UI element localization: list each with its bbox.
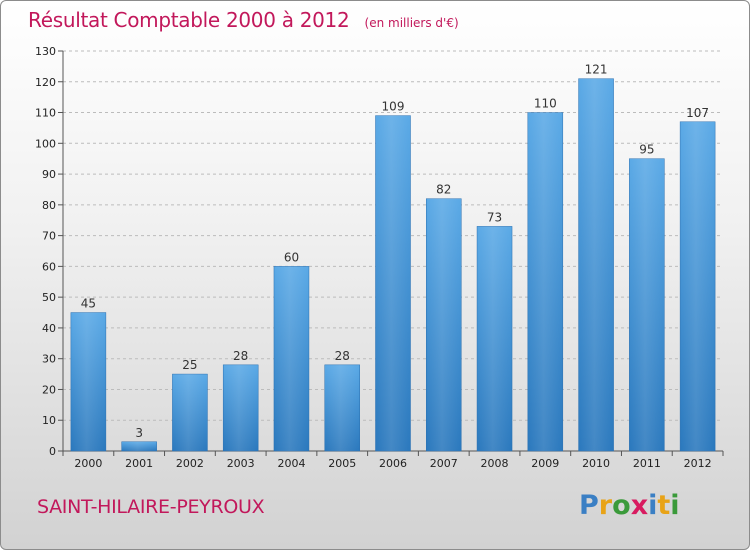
bar-highlight <box>223 364 259 451</box>
y-tick-label: 130 <box>35 45 56 58</box>
bar-highlight <box>578 78 614 451</box>
value-label: 28 <box>335 349 350 363</box>
y-tick-label: 20 <box>42 383 56 396</box>
logo-letter: P <box>579 490 599 521</box>
y-tick-label: 120 <box>35 76 56 89</box>
bar-highlight <box>527 112 563 452</box>
logo-letter: r <box>598 490 613 521</box>
x-tick-label: 2002 <box>176 457 204 470</box>
value-label: 45 <box>81 297 96 311</box>
logo-letter: t <box>657 490 671 521</box>
x-tick-label: 2010 <box>582 457 610 470</box>
value-label: 121 <box>585 63 608 77</box>
value-label: 25 <box>182 358 197 372</box>
bar-highlight <box>324 364 360 451</box>
logo-letter: x <box>630 490 649 521</box>
x-tick-label: 2011 <box>633 457 661 470</box>
bar-highlight <box>172 374 208 451</box>
value-label: 82 <box>436 183 451 197</box>
value-label: 109 <box>382 100 405 114</box>
x-tick-label: 2008 <box>481 457 509 470</box>
bar-highlight <box>375 115 411 451</box>
x-tick-label: 2003 <box>227 457 255 470</box>
x-tick-label: 2006 <box>379 457 407 470</box>
y-tick-label: 40 <box>42 322 56 335</box>
value-label: 95 <box>639 143 654 157</box>
y-tick-label: 60 <box>42 260 56 273</box>
y-tick-label: 70 <box>42 230 56 243</box>
y-tick-label: 0 <box>49 445 56 458</box>
labels: 0 10 20 30 40 50 60 70 80 90 100 110 120 130 45 2000 3 20… <box>35 45 712 470</box>
bar-highlight <box>70 312 106 451</box>
x-tick-label: 2007 <box>430 457 458 470</box>
logo-letter: i <box>648 490 658 521</box>
bars <box>70 78 716 452</box>
logo-letter: o <box>612 490 631 521</box>
y-tick-label: 80 <box>42 199 56 212</box>
y-tick-label: 10 <box>42 414 56 427</box>
commune-name: SAINT-HILAIRE-PEYROUX <box>37 496 265 518</box>
x-tick-label: 2001 <box>125 457 153 470</box>
chart-title: Résultat Comptable 2000 à 2012 <box>28 8 350 32</box>
chart-title-row: Résultat Comptable 2000 à 2012 (en milli… <box>28 8 459 32</box>
bar-highlight <box>426 198 462 451</box>
value-label: 28 <box>233 349 248 363</box>
bar-highlight <box>273 266 309 451</box>
bar-highlight <box>477 226 513 451</box>
y-tick-label: 50 <box>42 291 56 304</box>
value-label: 3 <box>135 426 143 440</box>
chart-subtitle: (en milliers d'€) <box>364 16 459 30</box>
proxiti-logo: Proxiti <box>579 490 680 521</box>
bar-highlight <box>629 158 665 451</box>
bar-highlight <box>121 441 157 451</box>
value-label: 60 <box>284 250 299 264</box>
bar-highlight <box>680 121 716 452</box>
y-tick-label: 110 <box>35 107 56 120</box>
y-tick-label: 90 <box>42 168 56 181</box>
logo-letter: i <box>670 490 680 521</box>
x-tick-label: 2009 <box>531 457 559 470</box>
y-tick-label: 100 <box>35 137 56 150</box>
x-tick-label: 2004 <box>277 457 305 470</box>
x-tick-label: 2000 <box>74 457 102 470</box>
x-tick-label: 2012 <box>684 457 712 470</box>
x-tick-label: 2005 <box>328 457 356 470</box>
y-tick-label: 30 <box>42 353 56 366</box>
value-label: 107 <box>686 106 709 120</box>
value-label: 110 <box>534 97 557 111</box>
value-label: 73 <box>487 210 502 224</box>
